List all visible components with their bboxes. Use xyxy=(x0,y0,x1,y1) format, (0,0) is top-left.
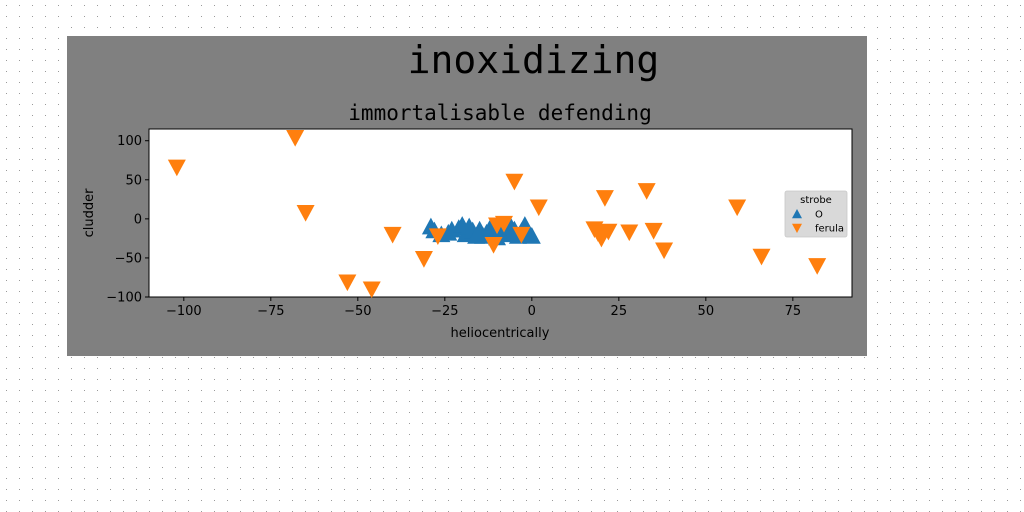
data-point-ferula xyxy=(362,281,381,299)
data-point-ferula xyxy=(529,199,548,217)
data-point-ferula xyxy=(296,204,315,222)
legend-label: ferula xyxy=(815,224,844,235)
data-point-ferula xyxy=(655,242,674,260)
data-point-ferula xyxy=(595,190,614,207)
y-axis: −100 −50 0 50 100 xyxy=(106,134,149,306)
data-points xyxy=(167,129,827,299)
data-point-ferula xyxy=(414,251,433,268)
data-point-ferula xyxy=(338,274,357,292)
data-point-ferula xyxy=(286,129,305,147)
figure-title: inoxidizing xyxy=(407,38,660,82)
x-tick-label: 0 xyxy=(528,304,536,319)
data-point-ferula xyxy=(752,248,771,266)
legend-marker xyxy=(792,223,802,233)
y-tick-label: −100 xyxy=(106,291,142,306)
data-point-ferula xyxy=(620,224,639,242)
legend-title: strobe xyxy=(800,195,832,206)
x-tick-label: 25 xyxy=(611,304,628,319)
data-point-ferula xyxy=(383,226,402,244)
y-axis-label: cludder xyxy=(82,188,97,238)
data-point-ferula xyxy=(808,258,827,275)
data-point-ferula xyxy=(484,236,503,254)
data-point-ferula xyxy=(599,223,618,241)
y-tick-label: 50 xyxy=(125,173,142,188)
plot-canvas: immortalisable defending −100 −75 −50 −25 0 2… xyxy=(82,101,853,341)
data-point-ferula xyxy=(167,159,186,177)
data-point-ferula xyxy=(505,173,524,191)
data-point-o xyxy=(522,227,541,244)
x-tick-label: −50 xyxy=(344,304,371,319)
x-tick-label: −25 xyxy=(431,304,458,319)
x-tick-label: 50 xyxy=(698,304,715,319)
x-axis: −100 −75 −50 −25 0 25 50 75 xyxy=(166,297,801,319)
x-axis-label: heliocentrically xyxy=(451,326,550,341)
figure: immortalisable defending −100 −75 −50 −25 0 2… xyxy=(67,36,867,356)
x-tick-label: −75 xyxy=(257,304,284,319)
legend-label: O xyxy=(815,210,823,221)
y-tick-label: 100 xyxy=(117,134,142,149)
data-point-ferula xyxy=(644,222,663,240)
data-point-ferula xyxy=(728,199,747,217)
x-tick-label: −100 xyxy=(166,304,202,319)
legend-marker xyxy=(792,209,802,219)
plot-area xyxy=(148,128,853,298)
data-point-ferula xyxy=(428,228,447,246)
data-point-ferula xyxy=(637,183,656,200)
x-tick-label: 75 xyxy=(785,304,802,319)
chart-title: immortalisable defending xyxy=(348,101,651,125)
data-point-ferula xyxy=(494,215,513,233)
y-tick-label: 0 xyxy=(134,212,142,227)
y-tick-label: −50 xyxy=(115,251,142,266)
data-point-ferula xyxy=(512,226,531,244)
